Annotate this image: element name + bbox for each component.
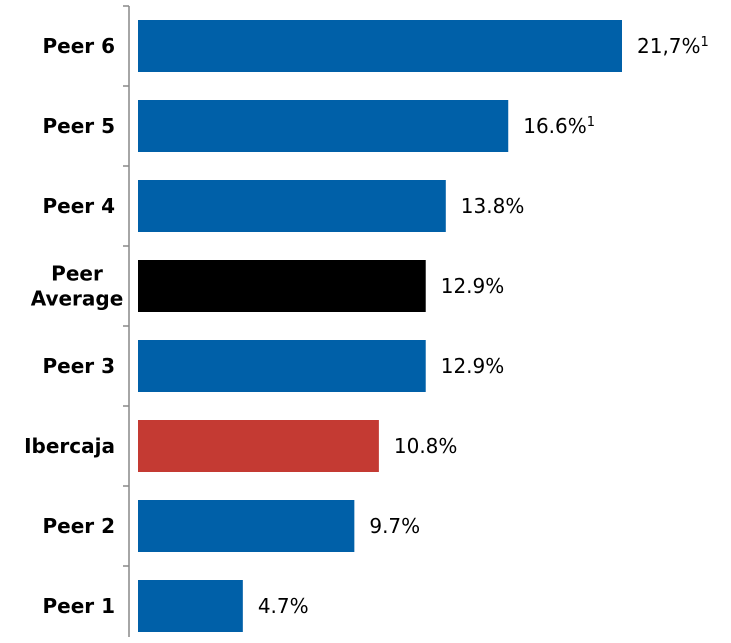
- bar-ibercaja: [138, 420, 379, 472]
- bar-peer-6: [138, 20, 622, 72]
- category-labels-group: Peer 6 Peer 5 Peer 4 Peer Average Peer 3 Iberc…: [24, 34, 123, 618]
- bar-peer-5: [138, 100, 509, 152]
- bar-peer-1: [138, 580, 243, 632]
- category-label: Peer 1: [42, 594, 115, 618]
- y-axis-ticks: [123, 5, 129, 567]
- bar-peer-3: [138, 340, 426, 392]
- category-label: Peer Average: [31, 262, 124, 311]
- value-label: 4.7%: [258, 594, 309, 618]
- value-label: 21,7%1: [637, 34, 709, 58]
- bar-peer-average: [138, 260, 426, 312]
- category-label: Ibercaja: [24, 434, 115, 458]
- bar-peer-4: [138, 180, 446, 232]
- value-label: 12.9%: [441, 354, 505, 378]
- category-label: Peer 5: [42, 114, 115, 138]
- category-label: Peer 2: [42, 514, 115, 538]
- value-label: 12.9%: [441, 274, 505, 298]
- category-label: Peer 4: [42, 194, 115, 218]
- bars-group: [138, 20, 622, 632]
- value-label: 16.6%1: [523, 114, 595, 138]
- bar-peer-2: [138, 500, 355, 552]
- value-label: 10.8%: [394, 434, 458, 458]
- value-labels-group: 21,7%1 16.6%1 13.8% 12.9% 12.9% 10.8% 9.7% 4.7%: [258, 34, 709, 618]
- category-label: Peer 3: [42, 354, 115, 378]
- value-label: 13.8%: [461, 194, 525, 218]
- value-label: 9.7%: [369, 514, 420, 538]
- category-label: Peer 6: [42, 34, 115, 58]
